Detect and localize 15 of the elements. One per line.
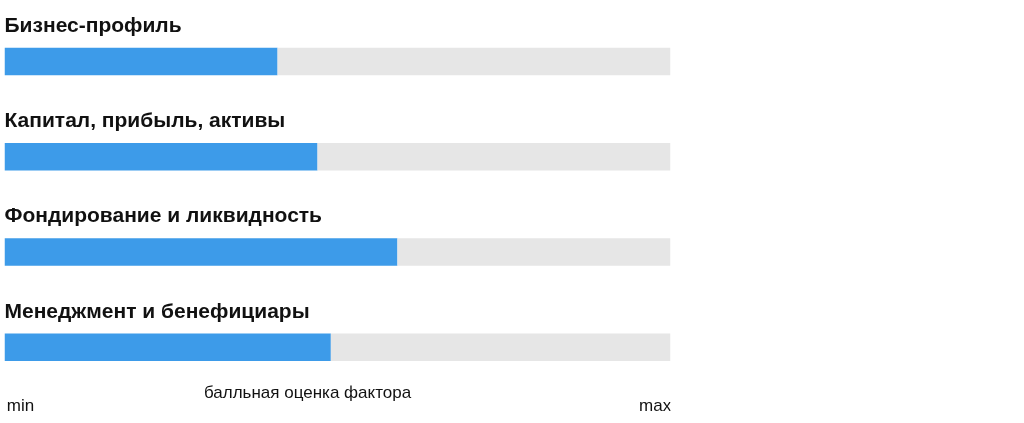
bar: [317, 142, 671, 171]
text: min: [6, 395, 35, 415]
y-tick-label: Капитал, прибыль, активы: [4, 108, 286, 132]
y-tick-label: Фондирование и ликвидность: [4, 203, 323, 227]
y-tick-label: Менеджмент и бенефициары: [4, 298, 310, 322]
bar: [4, 142, 318, 171]
text: max: [639, 395, 672, 415]
bar: [4, 333, 331, 362]
bar: [397, 238, 671, 266]
bar: [4, 238, 398, 266]
y-tick-label: Бизнес-профиль: [4, 12, 182, 36]
bar: [330, 333, 671, 362]
bar: [277, 47, 671, 76]
x-axis-title: балльная оценка фактора: [203, 382, 412, 402]
bar: [4, 47, 278, 76]
